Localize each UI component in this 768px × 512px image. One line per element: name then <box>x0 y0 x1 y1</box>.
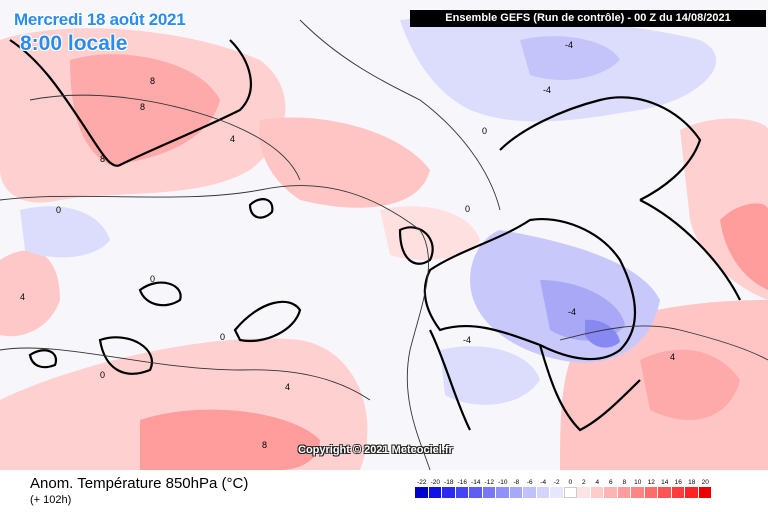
copyright-notice: Copyright © 2021 Meteociel.fr <box>298 444 453 456</box>
legend-tick-label: -16 <box>457 479 467 486</box>
contour-label: 4 <box>670 352 675 362</box>
legend-color-swatch <box>550 487 564 498</box>
legend-step: -4 <box>536 478 550 498</box>
contour-label: -4 <box>568 307 576 317</box>
model-run-banner: Ensemble GEFS (Run de contrôle) - 00 Z d… <box>410 10 766 27</box>
contour-label: 0 <box>56 205 61 215</box>
forecast-date: Mercredi 18 août 2021 <box>14 10 186 29</box>
contour-label: 4 <box>285 382 290 392</box>
legend-tick-label: -22 <box>417 479 427 486</box>
isotherm-contours <box>0 19 768 470</box>
legend-tick-label: -14 <box>471 479 481 486</box>
legend-color-swatch <box>644 487 658 498</box>
contour-label: 8 <box>100 154 105 164</box>
contour-label: 4 <box>20 292 25 302</box>
legend-step: 4 <box>590 478 604 498</box>
legend-tick-label: 12 <box>647 479 655 486</box>
legend-color-swatch <box>658 487 672 498</box>
contour-label: 4 <box>230 134 235 144</box>
legend-color-swatch <box>482 487 496 498</box>
legend-step: -2 <box>550 478 564 498</box>
legend-color-swatch <box>428 487 442 498</box>
legend-color-swatch <box>469 487 483 498</box>
legend-tick-label: 14 <box>661 479 669 486</box>
legend-color-swatch <box>685 487 699 498</box>
legend-color-swatch <box>496 487 510 498</box>
legend-tick-label: -4 <box>540 479 547 486</box>
legend-color-swatch <box>617 487 631 498</box>
legend-step: -14 <box>469 478 483 498</box>
legend-step: 20 <box>698 478 712 498</box>
legend-tick-label: 20 <box>701 479 709 486</box>
legend-color-swatch <box>604 487 618 498</box>
legend-tick-label: -12 <box>484 479 494 486</box>
contour-label: -4 <box>565 40 573 50</box>
legend-tick-label: 8 <box>622 479 627 486</box>
coastlines <box>9 39 741 432</box>
legend-color-swatch <box>590 487 604 498</box>
contour-label: 0 <box>150 274 155 284</box>
legend-step: 8 <box>617 478 631 498</box>
legend-tick-label: -18 <box>444 479 454 486</box>
contour-label: 8 <box>262 440 267 450</box>
cold-anomaly-areas <box>20 16 717 405</box>
contour-label: 0 <box>465 204 470 214</box>
contour-labels: 8 8 8 8 4 4 4 4 -4 -4 -4 -4 0 0 0 0 0 0 <box>20 40 675 450</box>
legend-tick-label: 0 <box>568 479 573 486</box>
legend-step: -18 <box>442 478 456 498</box>
legend-step: 12 <box>644 478 658 498</box>
legend-tick-label: 18 <box>688 479 696 486</box>
legend-color-swatch <box>455 487 469 498</box>
legend-tick-label: 2 <box>581 479 586 486</box>
contour-label: 0 <box>100 370 105 380</box>
legend-step: -12 <box>482 478 496 498</box>
variable-title: Anom. Température 850hPa (°C) <box>30 475 249 492</box>
contour-label: -4 <box>463 335 471 345</box>
legend-step: 16 <box>671 478 685 498</box>
forecast-local-time: 8:00 locale <box>20 32 128 55</box>
legend-color-swatch <box>536 487 550 498</box>
legend-step: 6 <box>604 478 618 498</box>
contour-label: 8 <box>150 76 155 86</box>
legend-step: 18 <box>685 478 699 498</box>
legend-color-swatch <box>509 487 523 498</box>
legend-tick-label: -2 <box>553 479 560 486</box>
contour-label: 0 <box>482 126 487 136</box>
legend-step: -6 <box>523 478 537 498</box>
contour-label: 8 <box>140 102 145 112</box>
temperature-anomaly-map: 8 8 8 8 4 4 4 4 -4 -4 -4 -4 0 0 0 0 0 0 <box>0 16 768 470</box>
legend-tick-label: 4 <box>595 479 600 486</box>
legend-step: -22 <box>415 478 429 498</box>
legend-step: 10 <box>631 478 645 498</box>
legend-tick-label: 16 <box>674 479 682 486</box>
legend-color-swatch <box>671 487 685 498</box>
legend-step: 14 <box>658 478 672 498</box>
legend-step: -20 <box>428 478 442 498</box>
legend-color-swatch <box>698 487 712 498</box>
legend-color-swatch <box>577 487 591 498</box>
legend-color-swatch <box>523 487 537 498</box>
legend-color-swatch <box>563 487 577 498</box>
legend-step: 0 <box>563 478 577 498</box>
legend-tick-label: -20 <box>430 479 440 486</box>
lead-time: (+ 102h) <box>30 494 72 506</box>
legend-tick-label: 6 <box>608 479 613 486</box>
legend-color-swatch <box>415 487 429 498</box>
legend-tick-label: -6 <box>526 479 533 486</box>
contour-label: -4 <box>543 85 551 95</box>
contour-label: 0 <box>220 332 225 342</box>
legend-color-swatch <box>442 487 456 498</box>
legend-tick-label: -10 <box>498 479 508 486</box>
legend-step: -10 <box>496 478 510 498</box>
legend-tick-label: 10 <box>634 479 642 486</box>
legend-step: 2 <box>577 478 591 498</box>
color-scale-legend: -22 -20 -18 -16 -14 -12 -10 -8 -6 -4 -2 0 2 4 6 8 10 12 14… <box>415 478 712 498</box>
legend-step: -8 <box>509 478 523 498</box>
legend-color-swatch <box>631 487 645 498</box>
legend-tick-label: -8 <box>513 479 520 486</box>
legend-step: -16 <box>455 478 469 498</box>
